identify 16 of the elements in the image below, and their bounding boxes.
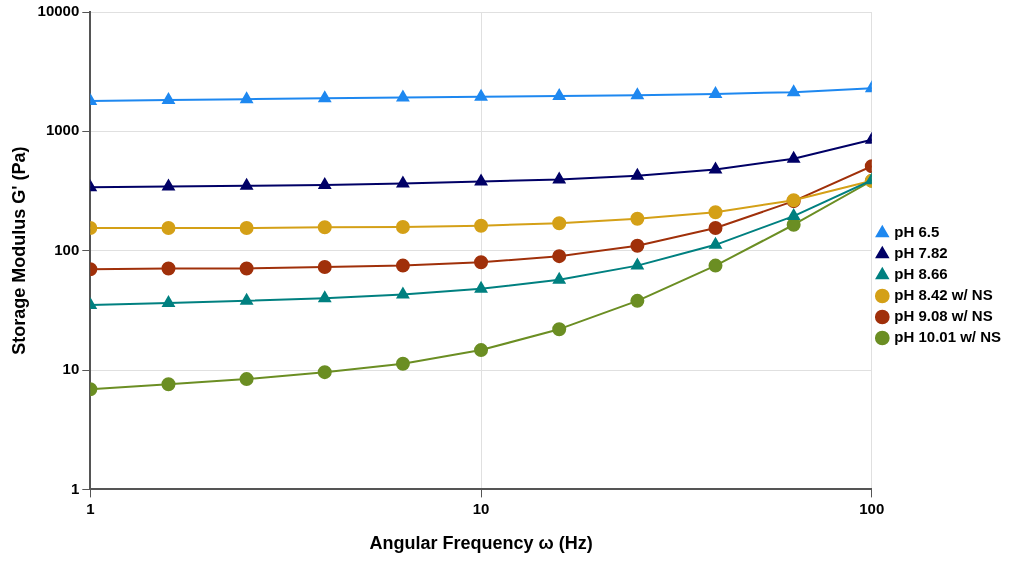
legend-label: pH 9.08 w/ NS	[894, 307, 993, 325]
y-tick-label: 100	[54, 240, 80, 258]
y-tick-label: 1000	[45, 121, 80, 139]
x-tick-label: 100	[859, 499, 885, 517]
y-tick-label: 10	[62, 360, 80, 378]
y-axis-title: Storage Modulus G' (Pa)	[8, 146, 29, 355]
x-tick-label: 1	[86, 499, 95, 517]
legend-label: pH 7.82	[894, 244, 948, 262]
y-tick-label: 10000	[37, 2, 80, 20]
legend-label: pH 8.42 w/ NS	[894, 286, 993, 304]
legend-label: pH 8.66	[894, 265, 948, 283]
y-tick-label: 1	[70, 479, 80, 497]
x-axis-title: Angular Frequency ω (Hz)	[369, 533, 593, 554]
legend-label: pH 6.5	[894, 223, 940, 241]
legend-label: pH 10.01 w/ NS	[894, 328, 1002, 346]
x-tick-label: 10	[472, 499, 490, 517]
